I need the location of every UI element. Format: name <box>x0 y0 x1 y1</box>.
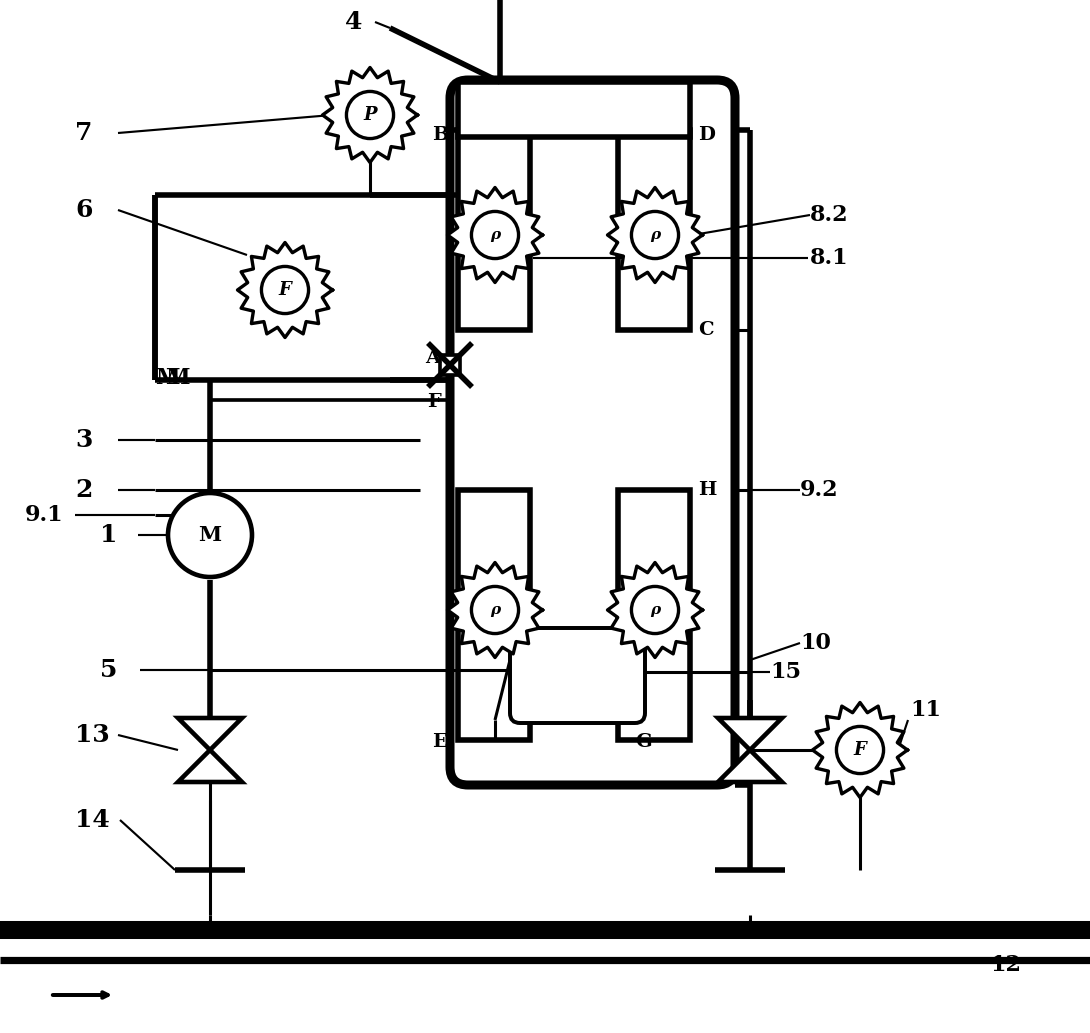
Bar <box>458 130 530 330</box>
Bar <box>458 82 690 137</box>
Text: E: E <box>432 733 447 751</box>
Text: M: M <box>155 367 180 389</box>
Text: 8.2: 8.2 <box>810 204 849 226</box>
Text: 2: 2 <box>75 478 93 502</box>
FancyBboxPatch shape <box>510 628 645 723</box>
Polygon shape <box>812 702 908 797</box>
Text: 8.1: 8.1 <box>810 247 849 269</box>
Text: ρ: ρ <box>650 603 661 617</box>
Text: F: F <box>853 741 867 759</box>
Circle shape <box>631 212 679 258</box>
Polygon shape <box>323 67 417 162</box>
Text: 15: 15 <box>770 661 801 683</box>
Text: ρ: ρ <box>489 228 500 242</box>
Circle shape <box>472 587 519 633</box>
Polygon shape <box>178 750 242 782</box>
Text: M: M <box>198 525 221 545</box>
Text: C: C <box>698 321 714 339</box>
Polygon shape <box>718 750 782 782</box>
Text: 7: 7 <box>75 121 93 145</box>
Text: B: B <box>432 126 449 144</box>
Text: 6: 6 <box>75 198 93 222</box>
Text: F: F <box>427 393 440 411</box>
Bar <box>618 490 690 740</box>
FancyBboxPatch shape <box>450 80 735 785</box>
Text: 12: 12 <box>990 954 1021 976</box>
Text: 14: 14 <box>75 808 110 832</box>
Text: F: F <box>279 281 291 299</box>
Text: 11: 11 <box>910 699 941 721</box>
Circle shape <box>168 493 252 577</box>
Polygon shape <box>718 718 782 750</box>
Text: ρ: ρ <box>650 228 661 242</box>
Polygon shape <box>448 563 543 657</box>
Bar <box>440 355 460 375</box>
Text: 13: 13 <box>75 723 110 747</box>
Text: 10: 10 <box>800 632 831 654</box>
Circle shape <box>836 726 884 774</box>
Text: A: A <box>425 349 440 367</box>
Text: H: H <box>698 481 716 499</box>
Polygon shape <box>178 718 242 750</box>
Text: ρ: ρ <box>489 603 500 617</box>
Bar <box>618 130 690 330</box>
Text: D: D <box>698 126 715 144</box>
Text: 4: 4 <box>346 10 362 34</box>
Circle shape <box>631 587 679 633</box>
Polygon shape <box>238 243 332 338</box>
Text: P: P <box>363 106 377 124</box>
Text: 3: 3 <box>75 428 93 452</box>
Text: G: G <box>635 733 652 751</box>
Text: M: M <box>165 367 190 389</box>
Polygon shape <box>448 188 543 282</box>
Circle shape <box>262 267 308 314</box>
Text: 9.1: 9.1 <box>25 504 63 526</box>
Circle shape <box>472 212 519 258</box>
Circle shape <box>347 92 393 138</box>
Bar <box>458 490 530 740</box>
Text: 1: 1 <box>100 523 118 547</box>
Text: 5: 5 <box>100 658 118 682</box>
Polygon shape <box>607 563 702 657</box>
Text: 9.2: 9.2 <box>800 479 838 501</box>
Polygon shape <box>607 188 702 282</box>
